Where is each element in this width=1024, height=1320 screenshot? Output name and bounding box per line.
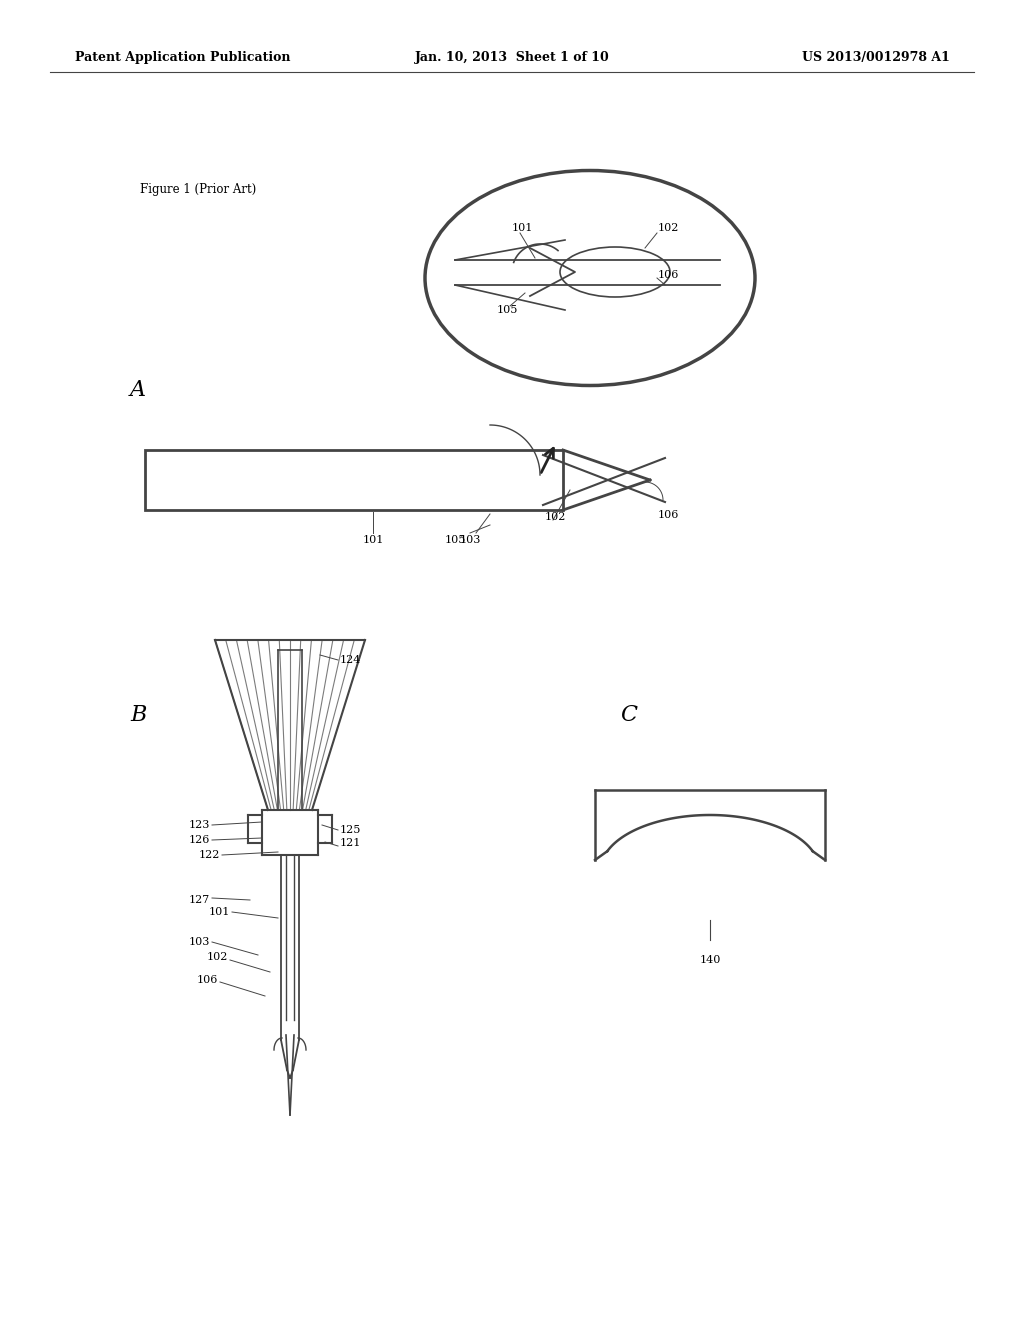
Text: B: B (130, 704, 146, 726)
Text: 105: 105 (444, 535, 466, 545)
Text: 140: 140 (699, 954, 721, 965)
Text: 105: 105 (497, 305, 518, 315)
Text: Figure 1 (Prior Art): Figure 1 (Prior Art) (140, 183, 256, 195)
Text: 106: 106 (197, 975, 218, 985)
Text: Jan. 10, 2013  Sheet 1 of 10: Jan. 10, 2013 Sheet 1 of 10 (415, 51, 609, 65)
Text: 102: 102 (658, 223, 679, 234)
Text: 101: 101 (209, 907, 230, 917)
Text: 106: 106 (658, 271, 679, 280)
Text: 101: 101 (512, 223, 534, 234)
Bar (145, 450, 563, 510)
Text: 103: 103 (460, 535, 480, 545)
Text: 123: 123 (188, 820, 210, 830)
Text: C: C (620, 704, 637, 726)
Text: 106: 106 (658, 510, 679, 520)
Text: 121: 121 (340, 838, 361, 847)
Text: 101: 101 (362, 535, 384, 545)
Text: US 2013/0012978 A1: US 2013/0012978 A1 (802, 51, 950, 65)
Text: 127: 127 (188, 895, 210, 906)
Text: 125: 125 (340, 825, 361, 836)
Text: 102: 102 (545, 512, 566, 521)
Text: A: A (130, 379, 146, 401)
Text: Patent Application Publication: Patent Application Publication (75, 51, 291, 65)
Text: 102: 102 (207, 952, 228, 962)
Text: 103: 103 (188, 937, 210, 946)
Text: 126: 126 (188, 836, 210, 845)
Text: 122: 122 (199, 850, 220, 861)
Text: 124: 124 (340, 655, 361, 665)
